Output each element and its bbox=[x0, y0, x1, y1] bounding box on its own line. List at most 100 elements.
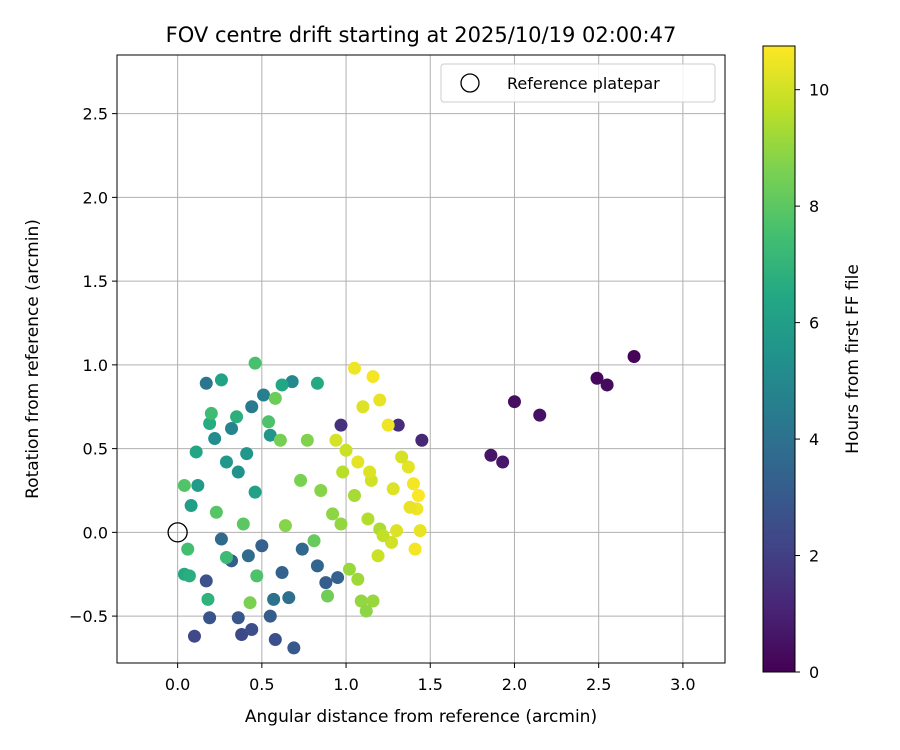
y-tick-label: 2.5 bbox=[83, 105, 108, 124]
data-point bbox=[391, 418, 405, 432]
data-point bbox=[533, 408, 547, 422]
data-point bbox=[214, 532, 228, 546]
data-point bbox=[334, 517, 348, 531]
data-point bbox=[507, 395, 521, 409]
data-point bbox=[401, 460, 415, 474]
data-point bbox=[189, 445, 203, 459]
data-point bbox=[241, 549, 255, 563]
colorbar-tick-label: 6 bbox=[809, 314, 819, 333]
data-point bbox=[257, 388, 271, 402]
data-point bbox=[201, 592, 215, 606]
data-point bbox=[406, 477, 420, 491]
data-point bbox=[287, 641, 301, 655]
reference-platepar-marker bbox=[167, 522, 188, 543]
data-point bbox=[334, 418, 348, 432]
y-ticks: −0.5 0.0 0.5 1.0 1.5 2.0 2.5 bbox=[69, 105, 117, 626]
data-point bbox=[314, 483, 328, 497]
data-point bbox=[376, 529, 390, 543]
data-point bbox=[177, 478, 191, 492]
data-point bbox=[415, 433, 429, 447]
data-point bbox=[275, 566, 289, 580]
x-ticks: 0.0 0.5 1.0 1.5 2.0 2.5 3.0 bbox=[165, 663, 696, 694]
data-point bbox=[245, 400, 259, 414]
data-point bbox=[496, 455, 510, 469]
data-point bbox=[381, 418, 395, 432]
y-axis-label: Rotation from reference (arcmin) bbox=[23, 219, 43, 499]
x-axis-label: Angular distance from reference (arcmin) bbox=[245, 707, 597, 727]
data-point bbox=[199, 376, 213, 390]
data-point bbox=[354, 594, 368, 608]
plot-frame bbox=[116, 54, 726, 664]
x-tick-label: 3.0 bbox=[670, 675, 695, 694]
data-point bbox=[250, 569, 264, 583]
data-point bbox=[359, 604, 373, 618]
data-point bbox=[307, 534, 321, 548]
data-point bbox=[231, 465, 245, 479]
legend-label-reference: Reference platepar bbox=[507, 74, 660, 93]
data-point bbox=[267, 592, 281, 606]
y-tick-label: 1.0 bbox=[83, 356, 108, 375]
data-point bbox=[214, 373, 228, 387]
points bbox=[167, 349, 641, 655]
data-point bbox=[263, 609, 277, 623]
data-point bbox=[371, 549, 385, 563]
data-point bbox=[245, 623, 259, 637]
x-tick-label: 2.5 bbox=[586, 675, 611, 694]
y-tick-label: 0.0 bbox=[83, 523, 108, 542]
colorbar-tick-label: 8 bbox=[809, 197, 819, 216]
data-point bbox=[413, 524, 427, 538]
data-point bbox=[240, 447, 254, 461]
data-point bbox=[627, 349, 641, 363]
data-point bbox=[336, 465, 350, 479]
data-point bbox=[363, 465, 377, 479]
data-point bbox=[321, 589, 335, 603]
data-point bbox=[373, 393, 387, 407]
data-point bbox=[366, 370, 380, 384]
data-point bbox=[273, 433, 287, 447]
data-point bbox=[204, 406, 218, 420]
data-point bbox=[268, 391, 282, 405]
data-point bbox=[219, 550, 233, 564]
data-point bbox=[600, 378, 614, 392]
data-point bbox=[366, 594, 380, 608]
data-point bbox=[225, 422, 239, 436]
data-point bbox=[403, 500, 417, 514]
data-point bbox=[209, 505, 223, 519]
data-point bbox=[408, 542, 422, 556]
x-tick-label: 0.0 bbox=[165, 675, 190, 694]
colorbar: 0 2 4 6 8 10 Hours from first FF file bbox=[762, 45, 863, 682]
data-point bbox=[275, 378, 289, 392]
data-point bbox=[351, 455, 365, 469]
data-point bbox=[295, 542, 309, 556]
data-point bbox=[390, 524, 404, 538]
data-point bbox=[203, 416, 217, 430]
data-point bbox=[319, 576, 333, 590]
data-point bbox=[590, 371, 604, 385]
data-point bbox=[262, 415, 276, 429]
data-point bbox=[326, 507, 340, 521]
data-point bbox=[300, 433, 314, 447]
legend-marker-reference bbox=[460, 73, 480, 93]
data-point bbox=[268, 633, 282, 647]
data-point bbox=[386, 482, 400, 496]
y-tick-label: 2.0 bbox=[83, 188, 108, 207]
data-point bbox=[361, 512, 375, 526]
legend: Reference platepar bbox=[440, 63, 716, 103]
x-tick-label: 1.5 bbox=[418, 675, 443, 694]
data-point bbox=[331, 571, 345, 585]
data-point bbox=[263, 428, 277, 442]
data-point bbox=[294, 473, 308, 487]
x-tick-label: 2.0 bbox=[502, 675, 527, 694]
data-point bbox=[231, 611, 245, 625]
data-point bbox=[282, 591, 296, 605]
x-tick-label: 1.0 bbox=[333, 675, 358, 694]
data-point bbox=[342, 562, 356, 576]
data-point bbox=[248, 356, 262, 370]
data-point bbox=[248, 485, 262, 499]
data-point bbox=[182, 569, 196, 583]
y-tick-label: 1.5 bbox=[83, 272, 108, 291]
data-point bbox=[310, 559, 324, 573]
data-point bbox=[236, 517, 250, 531]
data-point bbox=[219, 455, 233, 469]
data-point bbox=[230, 410, 244, 424]
